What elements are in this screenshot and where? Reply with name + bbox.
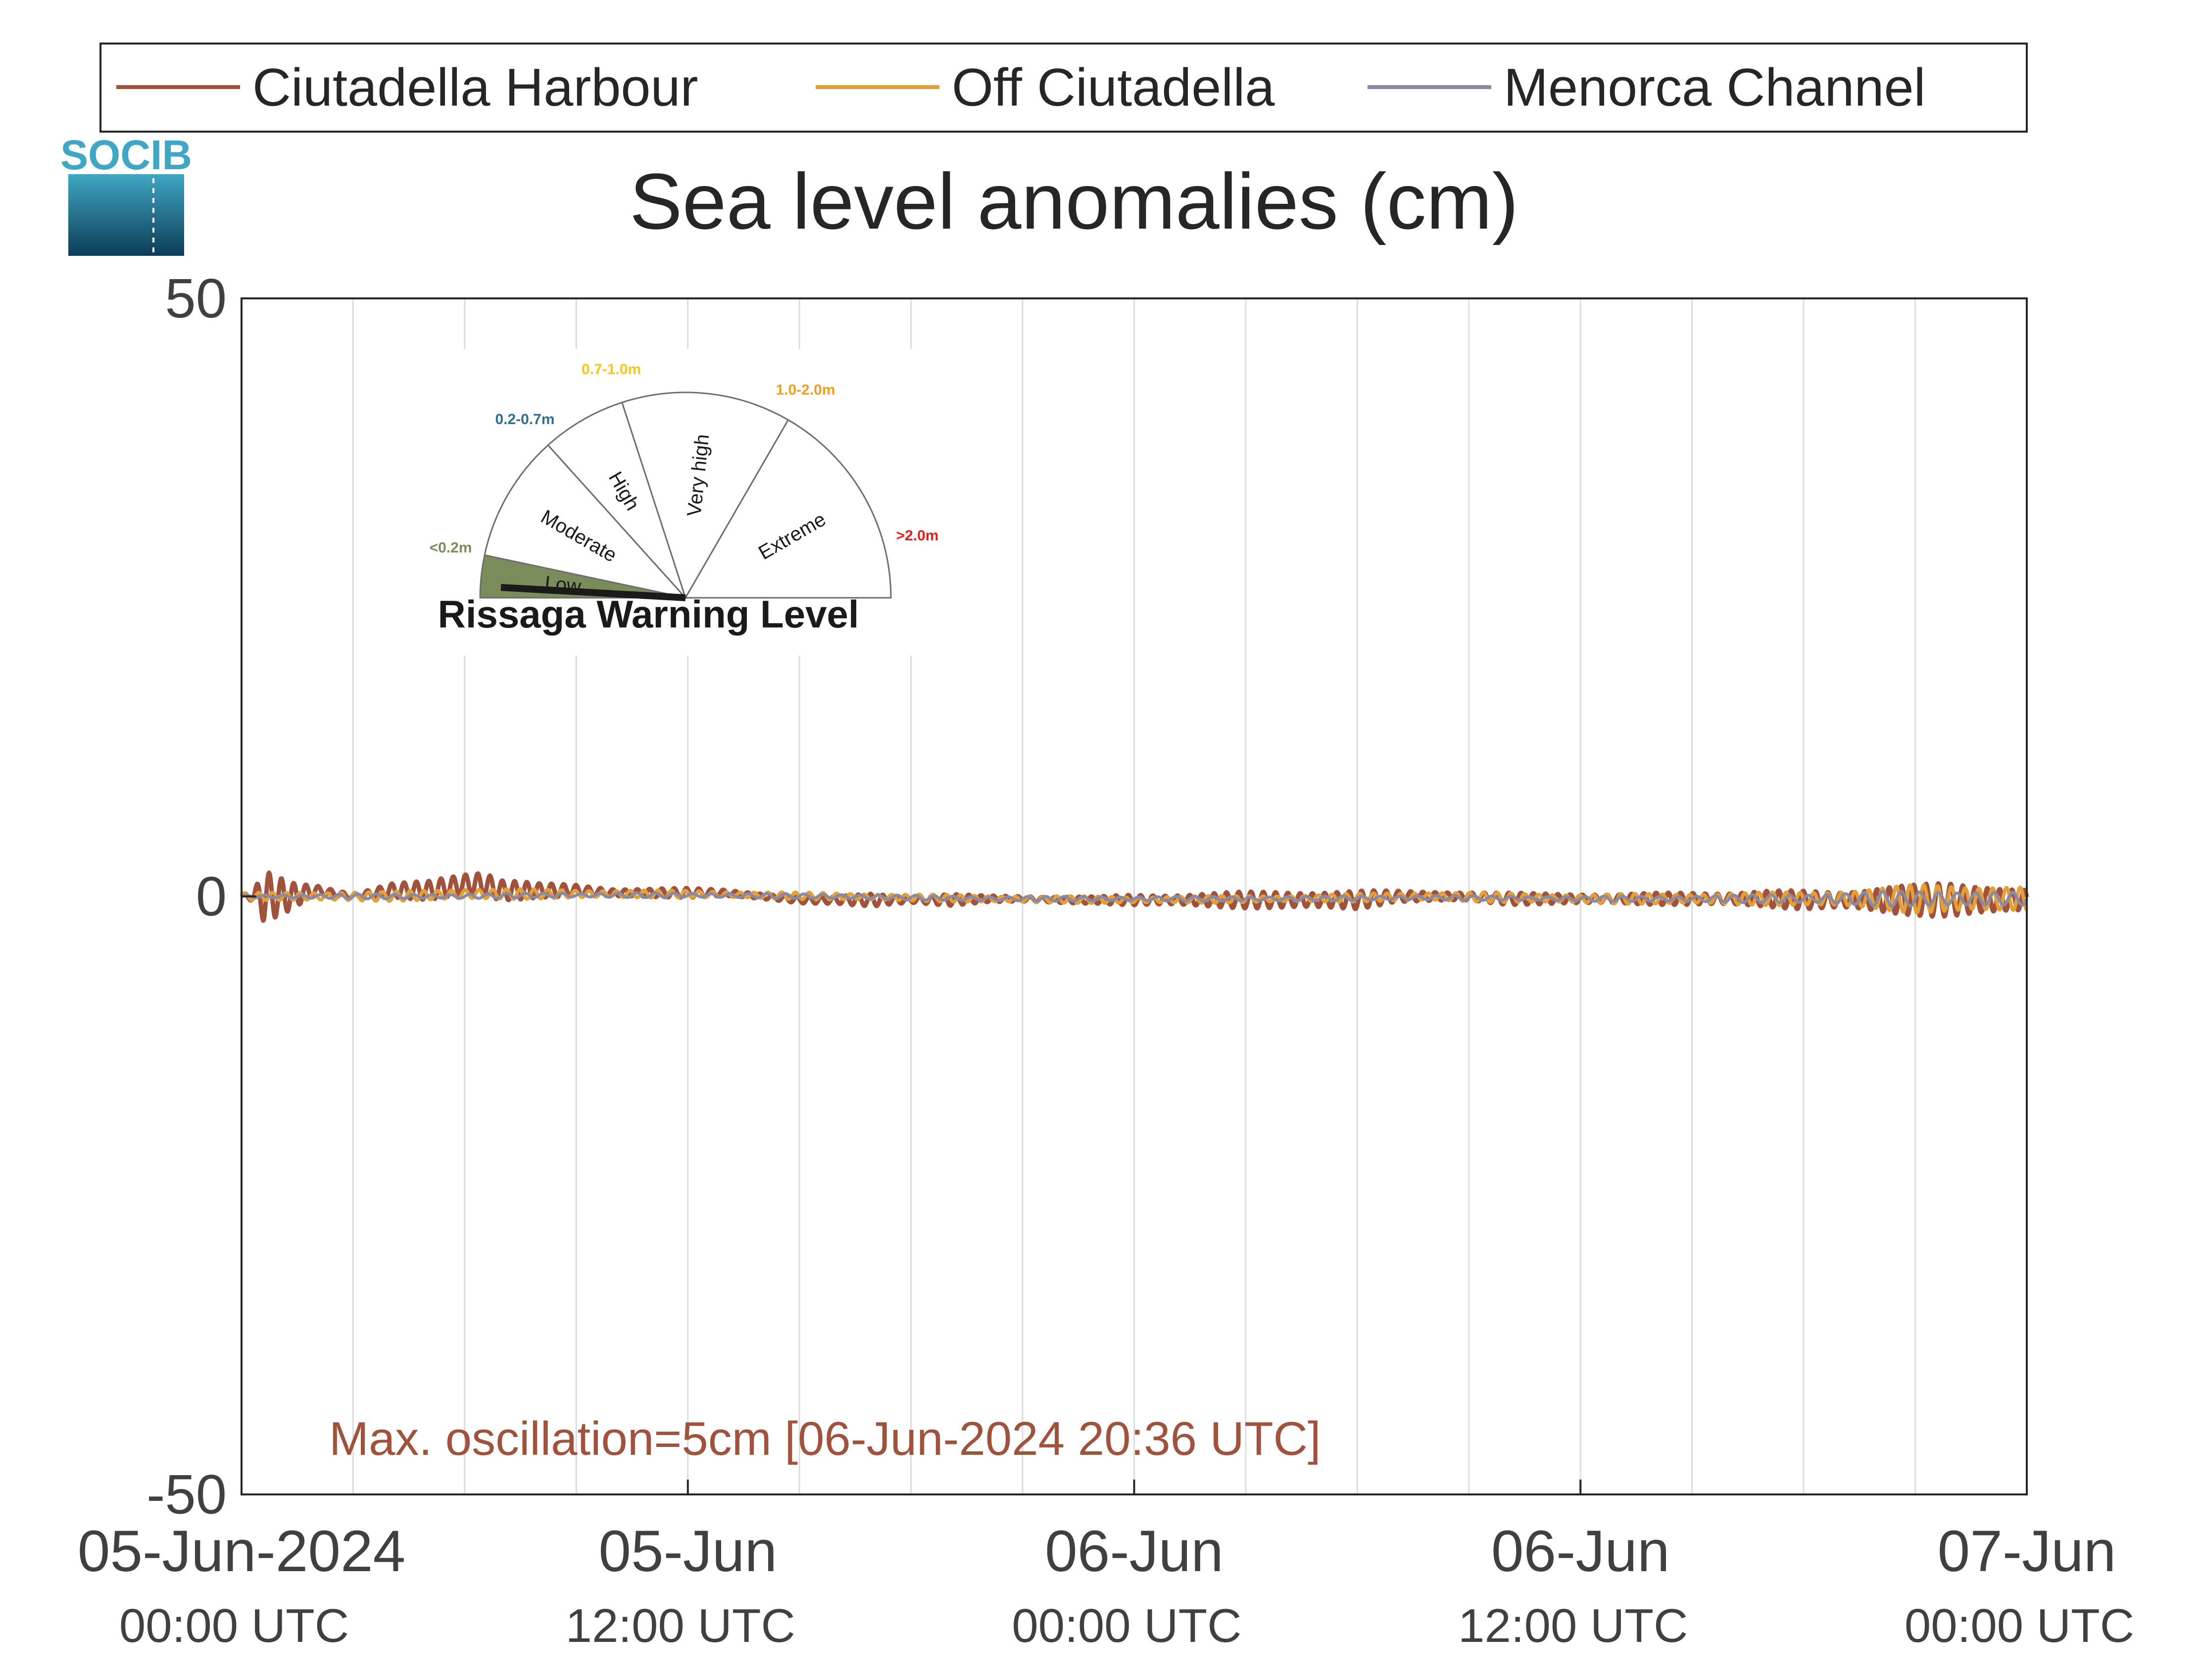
- gauge-sector-moderate: [484, 444, 688, 599]
- socib-logo-text: SOCIB: [60, 132, 192, 178]
- y-axis: 50 0 -50: [147, 268, 256, 1526]
- chart-title: Sea level anomalies (cm): [630, 157, 1518, 245]
- x-tick-date-label: 07-Jun: [1938, 1519, 2116, 1584]
- series-line-menorca-channel: [241, 890, 2028, 908]
- y-tick-label: 0: [196, 865, 227, 927]
- rissaga-gauge: Low<0.2m Moderate0.2-0.7mHigh0.7-1.0mVery…: [406, 349, 938, 656]
- y-tick-label: -50: [147, 1464, 227, 1526]
- x-tick-time-label: 00:00 UTC: [119, 1599, 349, 1652]
- max-oscillation-annotation: Max. oscillation=5cm [06-Jun-2024 20:36 …: [329, 1412, 1321, 1465]
- y-tick-label: 50: [165, 268, 227, 330]
- socib-logo-wave: [68, 174, 184, 256]
- gauge-range-label: 1.0-2.0m: [776, 382, 835, 398]
- x-tick-time-label: 12:00 UTC: [1458, 1599, 1688, 1652]
- socib-logo: SOCIB: [60, 132, 192, 256]
- legend-label-off-ciutadella: Off Ciutadella: [952, 57, 1275, 117]
- x-tick-time-label: 00:00 UTC: [1012, 1599, 1241, 1652]
- gauge-needle: [500, 584, 686, 601]
- gauge-range-label: <0.2m: [430, 540, 472, 556]
- gauge-range-label: 0.2-0.7m: [495, 411, 554, 428]
- legend-box: [99, 43, 2028, 133]
- x-tick-date-label: 06-Jun: [1045, 1519, 1223, 1584]
- gauge-range-label: 0.7-1.0m: [582, 361, 641, 378]
- gauge-sector-high: [547, 401, 686, 599]
- x-tick-date-label: 05-Jun-2024: [78, 1519, 406, 1584]
- series-layer: [240, 870, 2029, 923]
- legend-label-menorca-channel: Menorca Channel: [1504, 57, 1926, 117]
- series-line-off-ciutadella: [240, 883, 2028, 914]
- x-tick-time-label: 12:00 UTC: [566, 1599, 795, 1652]
- gauge-range-label: >2.0m: [896, 528, 939, 544]
- legend-label-ciutadella-harbour: Ciutadella Harbour: [252, 57, 698, 117]
- x-axis: 05-Jun-2024 00:00 UTC 05-Jun 12:00 UTC 06-Ju…: [78, 1480, 2134, 1652]
- x-tick-time-label: 00:00 UTC: [1905, 1599, 2134, 1652]
- x-tick-date-label: 06-Jun: [1491, 1519, 1670, 1584]
- gauge-title: Rissaga Warning Level: [438, 592, 859, 636]
- gauge-sector-very-high: [621, 391, 789, 600]
- legend: Ciutadella Harbour Off Ciutadella Menorc…: [99, 43, 2028, 133]
- x-tick-date-label: 05-Jun: [598, 1519, 777, 1584]
- gauge-sector-extreme: [684, 419, 892, 599]
